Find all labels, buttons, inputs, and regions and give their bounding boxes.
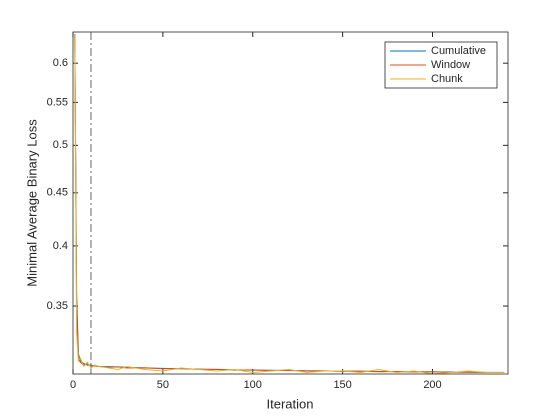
- x-tick-label: 200: [423, 379, 441, 391]
- legend-label: Window: [431, 59, 470, 71]
- y-tick-label: 0.4: [53, 240, 68, 252]
- x-tick-label: 100: [244, 379, 262, 391]
- y-tick-label: 0.45: [47, 187, 68, 199]
- x-tick-label: 150: [333, 379, 351, 391]
- y-tick-label: 0.35: [47, 300, 68, 312]
- y-tick-label: 0.55: [47, 96, 68, 108]
- x-tick-label: 50: [157, 379, 169, 391]
- x-tick-label: 0: [70, 379, 76, 391]
- series-line: [74, 34, 505, 375]
- legend-label: Chunk: [431, 73, 463, 85]
- y-axis-label: Minimal Average Binary Loss: [24, 119, 39, 287]
- y-tick-label: 0.6: [53, 57, 68, 69]
- y-tick-label: 0.5: [53, 139, 68, 151]
- legend-label: Cumulative: [431, 45, 486, 57]
- axes-box: [72, 31, 509, 375]
- x-axis-label: Iteration: [267, 396, 314, 411]
